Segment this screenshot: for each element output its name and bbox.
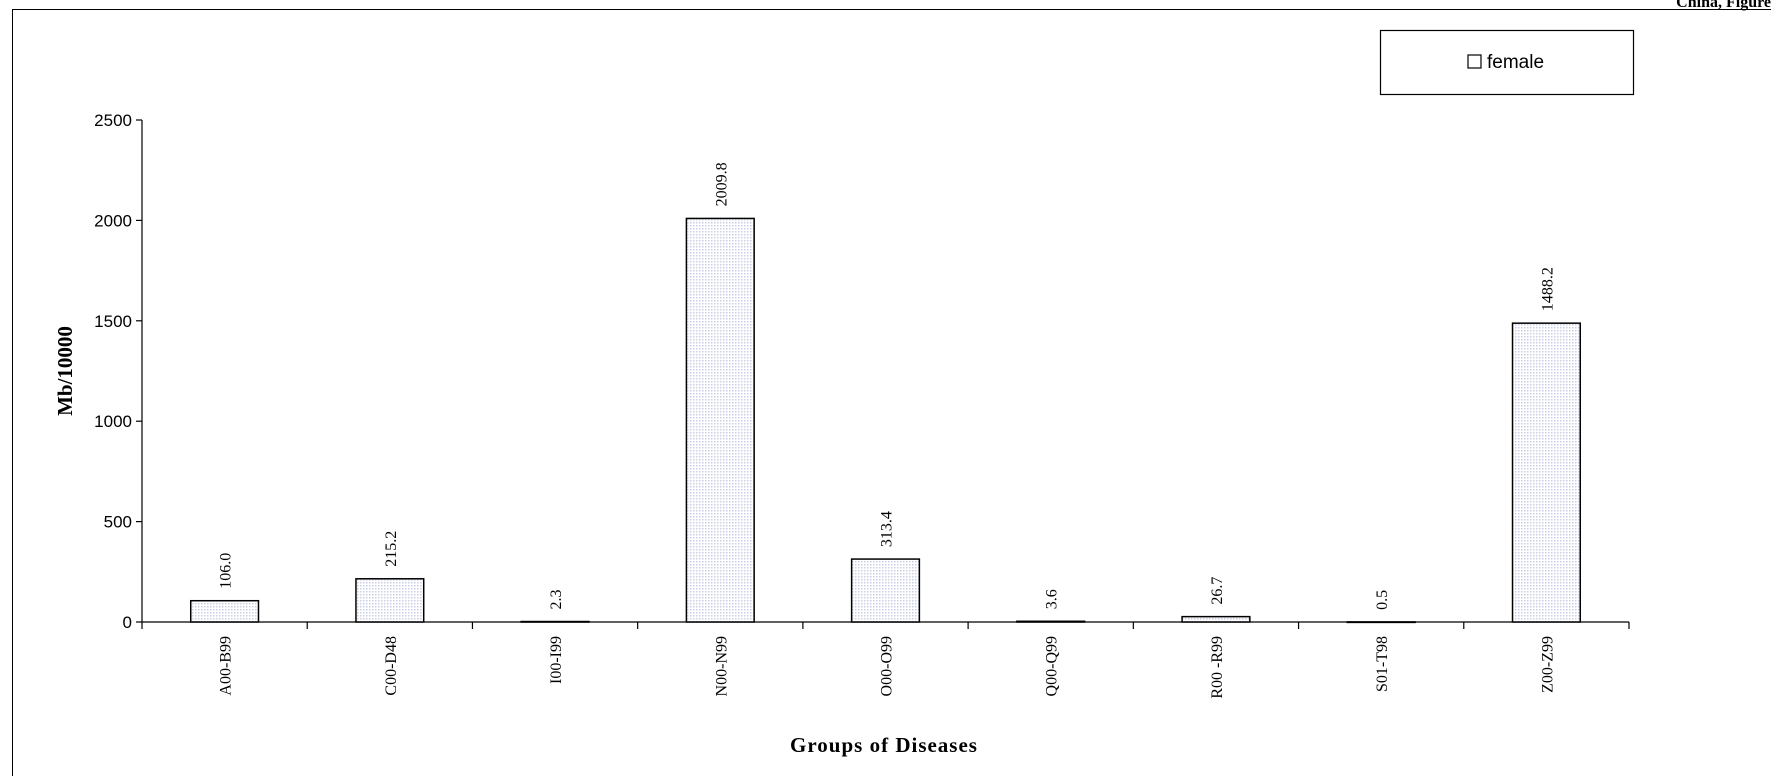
bars	[189, 217, 1582, 624]
bar-value-label: 215.2	[383, 531, 400, 567]
bar-value-label: 0.5	[1374, 590, 1391, 610]
y-axis-label: Mb/10000	[53, 326, 77, 416]
category-label: N00-N99	[713, 636, 730, 696]
y-tick-label: 2500	[94, 111, 132, 130]
bar-value-label: 313.4	[879, 511, 896, 547]
bar	[685, 217, 755, 623]
legend-swatch	[1467, 54, 1482, 69]
category-labels: A00-B99 C00-D48 I00-I99 N00-N99 O00-O99 Q00-Q…	[218, 636, 1557, 699]
y-tick-label: 2000	[94, 211, 132, 230]
bar	[355, 578, 425, 623]
bar-value-label: 2009.8	[713, 162, 730, 206]
header-text: China, Figure	[1676, 0, 1771, 11]
bar-value-label: 3.6	[1044, 589, 1061, 609]
category-label: Z00-Z99	[1539, 636, 1556, 693]
bar	[1181, 615, 1251, 623]
category-label: I00-I99	[548, 636, 565, 684]
bar-value-label: 106.0	[218, 553, 235, 589]
chart-area-frame	[12, 9, 1771, 776]
bar	[189, 599, 260, 623]
bar	[850, 558, 921, 623]
category-label: Q00-Q99	[1044, 636, 1061, 696]
y-tick-label: 1000	[94, 412, 132, 431]
y-ticks: 0 500 1000 1500 2000 2500	[94, 111, 142, 632]
bar	[520, 620, 590, 623]
bar-value-label: 2.3	[548, 590, 565, 610]
bar	[1346, 621, 1416, 624]
category-label: S01-T98	[1374, 636, 1391, 692]
legend-entry-female: female	[1487, 52, 1544, 73]
bar-value-label: 26.7	[1209, 577, 1226, 605]
x-axis-label: Groups of Diseases	[790, 733, 978, 757]
y-tick-label: 1500	[94, 312, 132, 331]
category-label: O00-O99	[879, 636, 896, 696]
bar	[1511, 322, 1582, 623]
bar	[1016, 620, 1086, 623]
category-label: R00 -R99	[1209, 636, 1226, 699]
x-ticks	[141, 622, 1630, 629]
bar-labels: 106.0 215.2 2.3 2009.8 313.4 3.6 26.7 0.5 1488.2	[218, 162, 1557, 609]
category-label: C00-D48	[383, 636, 400, 696]
y-tick-label: 0	[123, 613, 132, 632]
legend: female	[1379, 29, 1635, 96]
category-label: A00-B99	[218, 636, 235, 696]
legend-box	[1379, 29, 1635, 96]
y-tick-label: 500	[104, 513, 132, 532]
bar-value-label: 1488.2	[1539, 267, 1556, 311]
